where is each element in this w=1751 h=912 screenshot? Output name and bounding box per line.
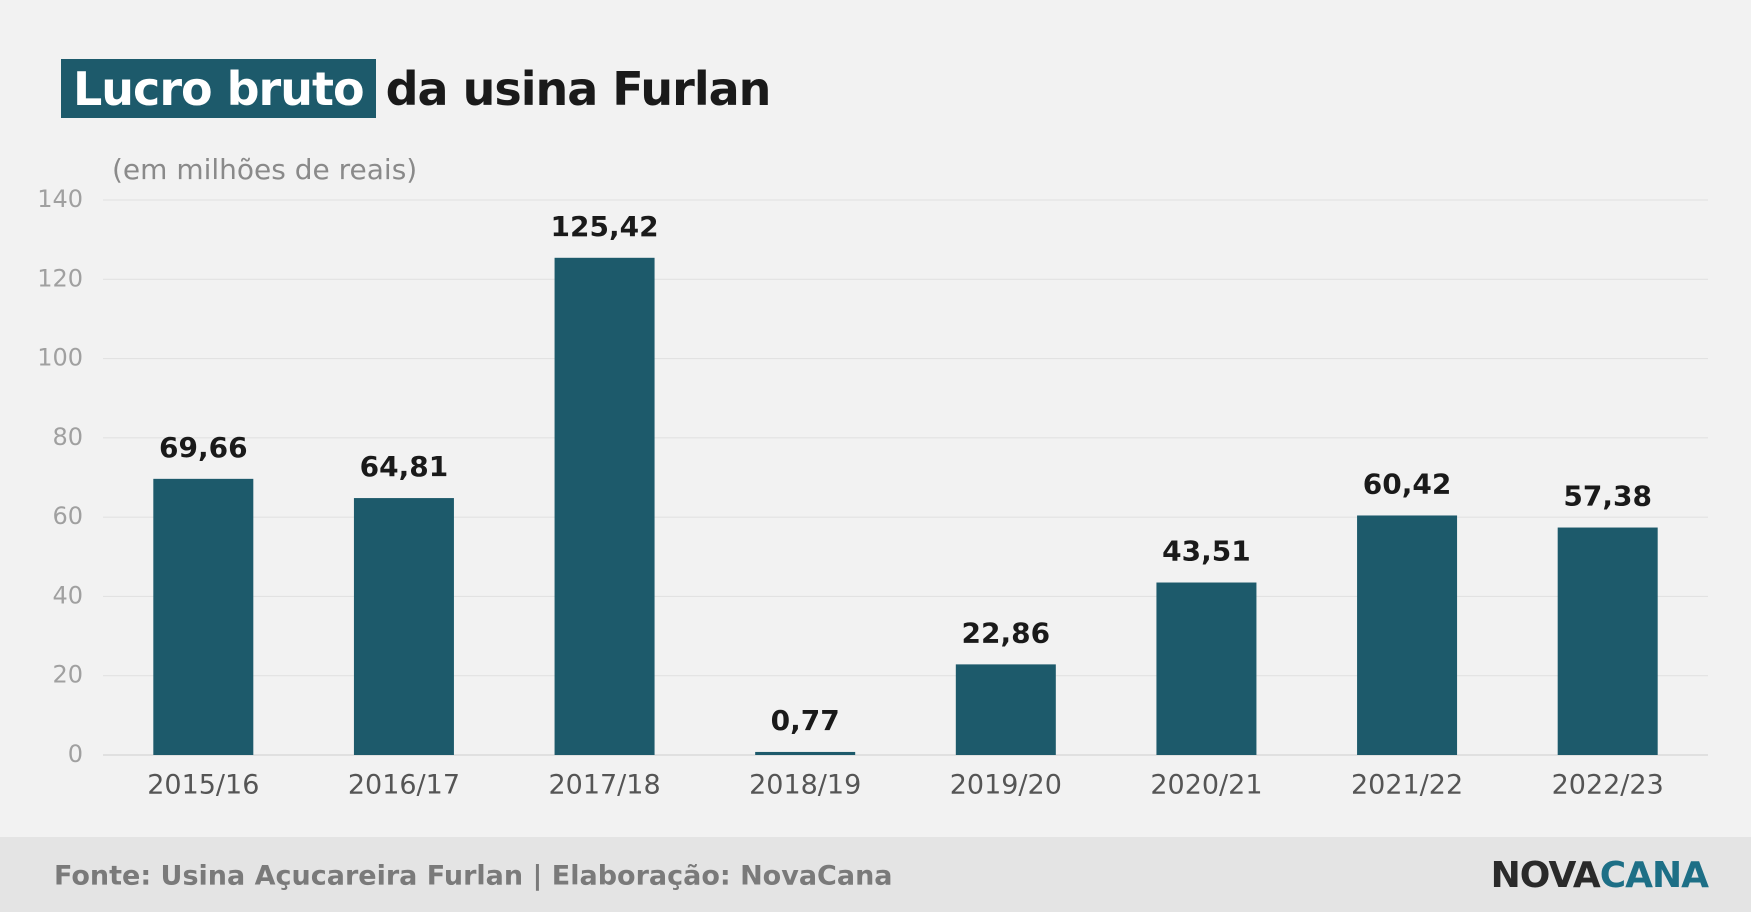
bar <box>955 664 1056 755</box>
source: Fonte: Usina Açucareira Furlan | Elabora… <box>54 861 893 892</box>
x-tick-label: 2020/21 <box>1150 770 1262 801</box>
logo-part: NOVA <box>1491 855 1601 896</box>
y-tick-label: 80 <box>52 423 83 451</box>
value-label: 60,42 <box>1363 467 1452 500</box>
bar <box>1357 515 1458 755</box>
x-tick-label: 2016/17 <box>348 770 460 801</box>
value-label: 125,42 <box>551 210 659 243</box>
bar <box>153 478 254 755</box>
x-tick-label: 2021/22 <box>1351 770 1463 801</box>
value-label: 69,66 <box>159 431 248 464</box>
x-tick-label: 2015/16 <box>147 770 259 801</box>
footer-band <box>0 837 1751 912</box>
x-tick-label: 2022/23 <box>1552 770 1664 801</box>
value-label: 64,81 <box>360 450 449 483</box>
x-tick-label: 2017/18 <box>548 770 660 801</box>
subtitle: (em milhões de reais) <box>112 153 417 186</box>
logo: NOVACANA <box>1491 855 1709 896</box>
y-tick-label: 120 <box>37 264 83 292</box>
title: Lucro bruto da usina Furlan <box>61 59 772 118</box>
value-label: 43,51 <box>1162 535 1251 568</box>
x-tick-label: 2018/19 <box>749 770 861 801</box>
y-tick-label: 20 <box>52 661 83 689</box>
y-tick-label: 60 <box>52 502 83 530</box>
x-tick-label: 2019/20 <box>950 770 1062 801</box>
bar <box>353 498 454 755</box>
y-tick-label: 100 <box>37 344 83 372</box>
title-text: da usina Furlan <box>385 61 772 116</box>
value-label: 22,86 <box>962 616 1051 649</box>
bar <box>755 751 856 755</box>
bar <box>1557 527 1658 755</box>
value-label: 0,77 <box>771 704 840 737</box>
logo-part: CANA <box>1600 855 1709 896</box>
y-tick-label: 140 <box>37 185 83 213</box>
bar <box>554 257 655 755</box>
value-label: 57,38 <box>1563 480 1652 513</box>
title-highlight: Lucro bruto <box>61 59 376 118</box>
y-tick-label: 0 <box>68 740 83 768</box>
y-tick-label: 40 <box>52 581 83 609</box>
bar <box>1156 582 1257 755</box>
